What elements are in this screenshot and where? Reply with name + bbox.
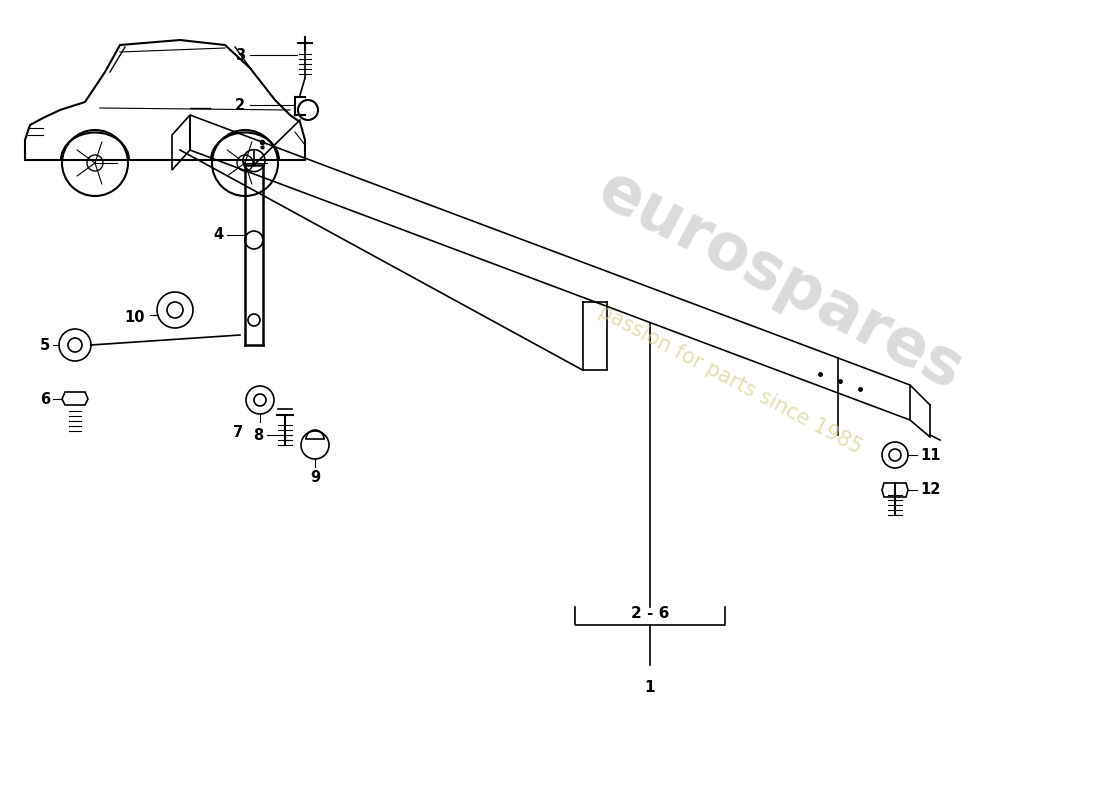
Text: passion for parts since 1985: passion for parts since 1985 <box>595 302 866 458</box>
Text: 9: 9 <box>310 470 320 485</box>
Text: 7: 7 <box>233 425 243 440</box>
Text: 10: 10 <box>124 310 145 326</box>
Text: 11: 11 <box>920 447 940 462</box>
Text: 1: 1 <box>645 680 656 695</box>
Text: 8: 8 <box>253 427 263 442</box>
Text: 3: 3 <box>235 47 245 62</box>
Text: 2: 2 <box>235 98 245 113</box>
Text: 4: 4 <box>213 227 223 242</box>
Text: eurospares: eurospares <box>587 158 972 402</box>
Text: 2 - 6: 2 - 6 <box>630 606 669 621</box>
Text: 5: 5 <box>40 338 49 353</box>
Text: 12: 12 <box>920 482 940 498</box>
Text: 6: 6 <box>40 391 49 406</box>
